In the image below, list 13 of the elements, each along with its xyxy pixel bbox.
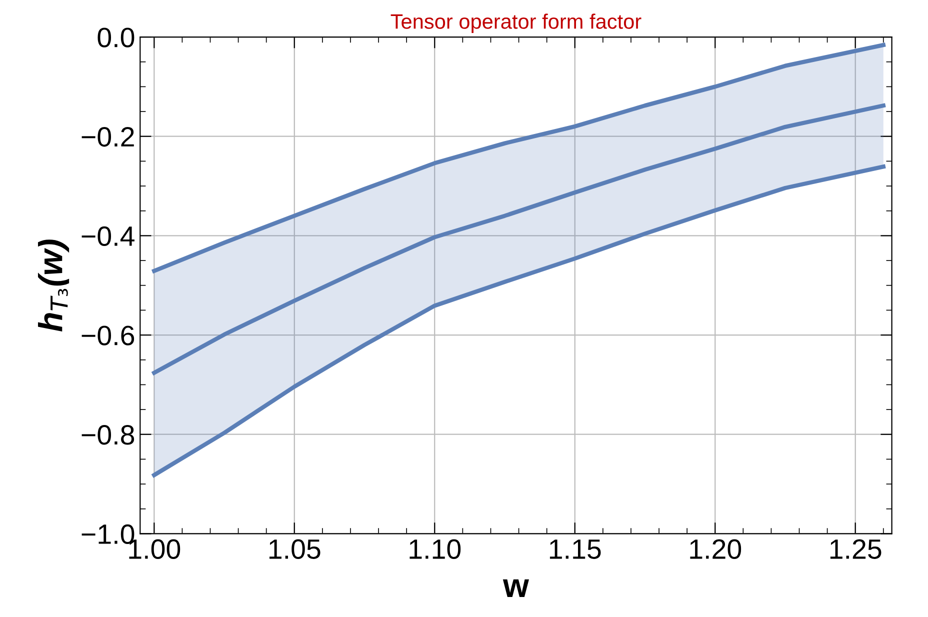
chart-title: Tensor operator form factor bbox=[390, 14, 642, 34]
y-axis-title: h$_{T₃}$(w) bbox=[38, 240, 70, 332]
y-tick-label: −0.2 bbox=[82, 127, 134, 147]
x-tick-label: 1.10 bbox=[410, 539, 461, 559]
y-tick-label: −0.6 bbox=[82, 326, 134, 346]
y-tick-label: 0.0 bbox=[98, 28, 134, 48]
x-tick-label: 1.05 bbox=[269, 539, 320, 559]
x-tick-label: 1.15 bbox=[550, 540, 601, 559]
x-axis-title: w bbox=[502, 579, 529, 597]
y-tick-label: −0.4 bbox=[82, 226, 134, 246]
x-tick-label: 1.25 bbox=[830, 539, 882, 559]
y-tick-label: −0.8 bbox=[82, 425, 134, 445]
x-tick-label: 1.20 bbox=[690, 539, 742, 559]
